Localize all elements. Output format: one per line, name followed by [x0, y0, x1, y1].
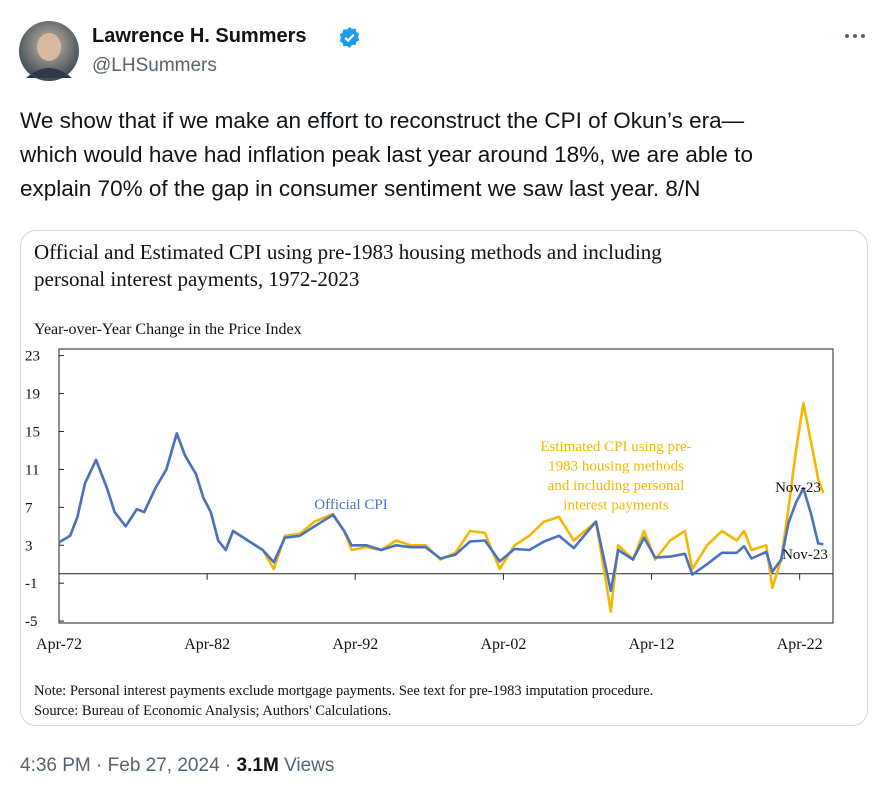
- chart-note: Source: Bureau of Economic Analysis; Aut…: [34, 703, 391, 719]
- y-tick-label: -1: [25, 576, 38, 592]
- media-card[interactable]: Official and Estimated CPI using pre-198…: [20, 230, 868, 726]
- annotation: Nov-23: [782, 547, 828, 563]
- x-tick-label: Apr-22: [777, 636, 823, 653]
- tweet-meta: 4:36 PM · Feb 27, 2024 · 3.1M Views: [20, 755, 334, 777]
- y-tick-label: 11: [25, 462, 39, 478]
- views-count: 3.1M: [236, 755, 279, 776]
- tweet-text: explain 70% of the gap in consumer senti…: [20, 176, 701, 201]
- y-axis-label: Year-over-Year Change in the Price Index: [34, 321, 302, 338]
- annotation: Estimated CPI using pre-: [540, 439, 691, 455]
- series-line: [58, 432, 824, 593]
- tweet-text: We show that if we make an effort to rec…: [20, 108, 745, 133]
- tweet-text: which would have had inflation peak last…: [20, 142, 753, 167]
- annotation: 1983 housing methods: [548, 459, 684, 475]
- time[interactable]: 4:36 PM: [20, 755, 91, 776]
- separator: ·: [96, 755, 103, 776]
- avatar[interactable]: [18, 20, 80, 82]
- annotation: interest payments: [563, 498, 669, 514]
- y-tick-label: -5: [25, 614, 38, 630]
- plot-frame: [58, 348, 834, 624]
- y-tick-label: 23: [25, 349, 40, 365]
- y-tick-label: 19: [25, 387, 40, 403]
- y-tick-label: 15: [25, 424, 40, 440]
- x-tick-label: Apr-72: [36, 636, 82, 653]
- chart-note: Note: Personal interest payments exclude…: [34, 683, 653, 699]
- handle[interactable]: @LHSummers: [92, 55, 217, 76]
- annotation: Nov-23: [775, 480, 821, 496]
- x-tick-label: Apr-02: [480, 636, 526, 653]
- more-button[interactable]: [843, 30, 867, 42]
- chart-title: Official and Estimated CPI using pre-198…: [34, 240, 662, 264]
- separator: ·: [224, 755, 232, 776]
- chart: Official and Estimated CPI using pre-198…: [25, 240, 834, 719]
- x-tick-label: Apr-82: [184, 636, 230, 653]
- series-line: [58, 401, 825, 613]
- y-tick-label: 3: [25, 538, 33, 554]
- date[interactable]: Feb 27, 2024: [107, 755, 220, 776]
- x-tick-label: Apr-12: [629, 636, 675, 653]
- y-tick-label: 7: [25, 500, 33, 516]
- x-tick-label: Apr-92: [332, 636, 378, 653]
- annotation: Official CPI: [314, 497, 387, 513]
- annotation: and including personal: [548, 478, 685, 494]
- chart-title: personal interest payments, 1972-2023: [34, 267, 359, 291]
- author-name[interactable]: Lawrence H. Summers: [92, 25, 307, 47]
- views-label: Views: [284, 755, 335, 776]
- verified-badge: [339, 26, 360, 49]
